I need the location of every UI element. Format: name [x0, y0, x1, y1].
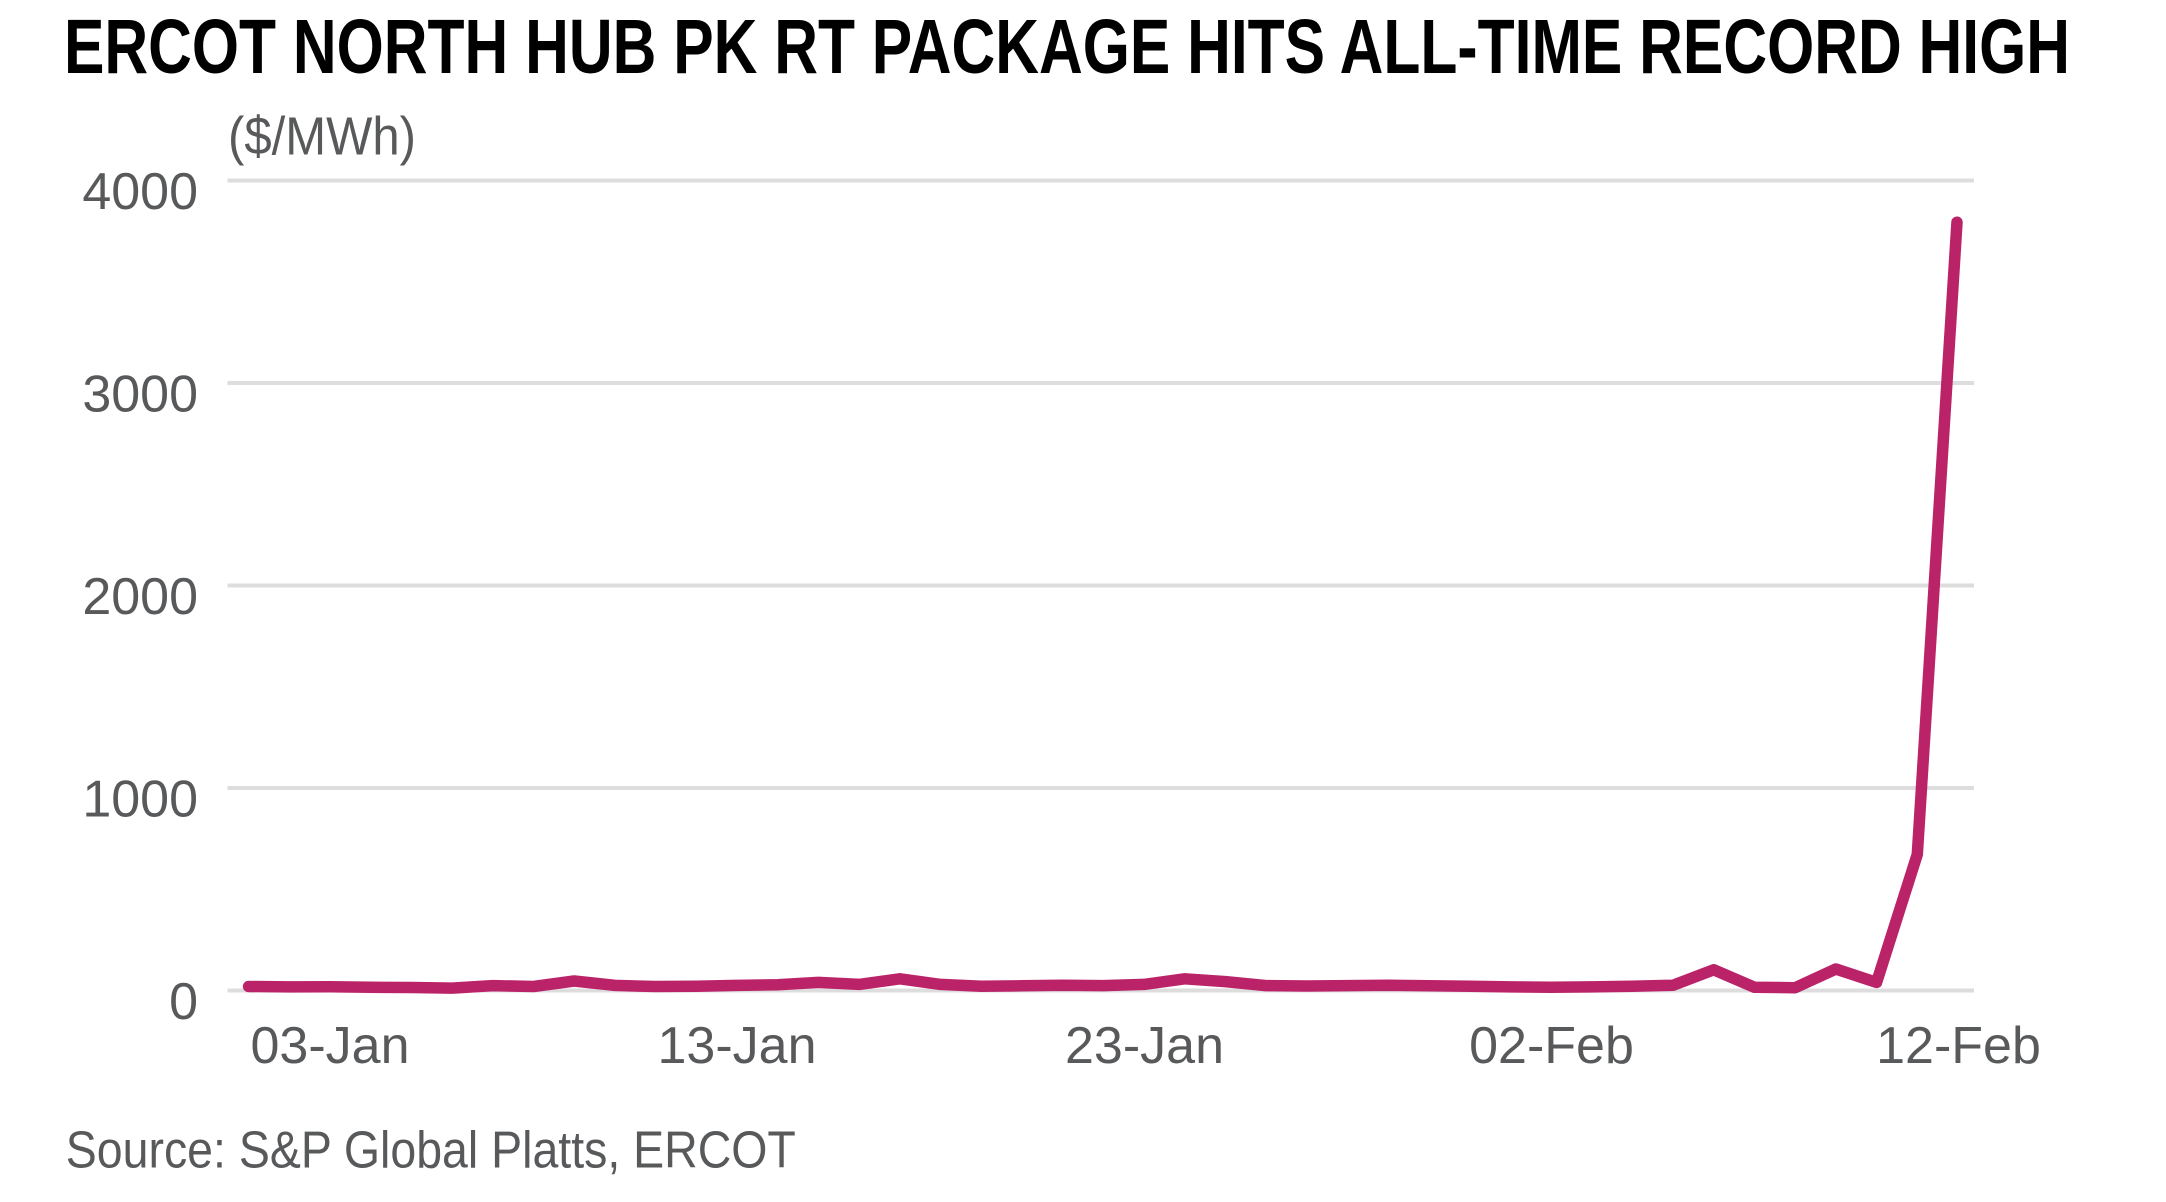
svg-text:3000: 3000: [82, 366, 198, 424]
svg-text:($/MWh): ($/MWh): [228, 107, 416, 167]
svg-text:Source: S&P Global Platts, ERC: Source: S&P Global Platts, ERCOT: [66, 1122, 796, 1180]
svg-text:2000: 2000: [82, 568, 198, 626]
svg-text:02-Feb: 02-Feb: [1469, 1017, 1634, 1075]
svg-text:03-Jan: 03-Jan: [251, 1017, 410, 1075]
svg-text:1000: 1000: [82, 771, 198, 829]
svg-text:12-Feb: 12-Feb: [1876, 1017, 2041, 1075]
svg-text:ERCOT NORTH HUB PK RT PACKAGE: ERCOT NORTH HUB PK RT PACKAGE HITS ALL-T…: [64, 4, 2070, 90]
svg-text:13-Jan: 13-Jan: [658, 1017, 817, 1075]
svg-text:0: 0: [169, 973, 198, 1031]
svg-text:4000: 4000: [82, 163, 198, 221]
svg-text:23-Jan: 23-Jan: [1065, 1017, 1224, 1075]
